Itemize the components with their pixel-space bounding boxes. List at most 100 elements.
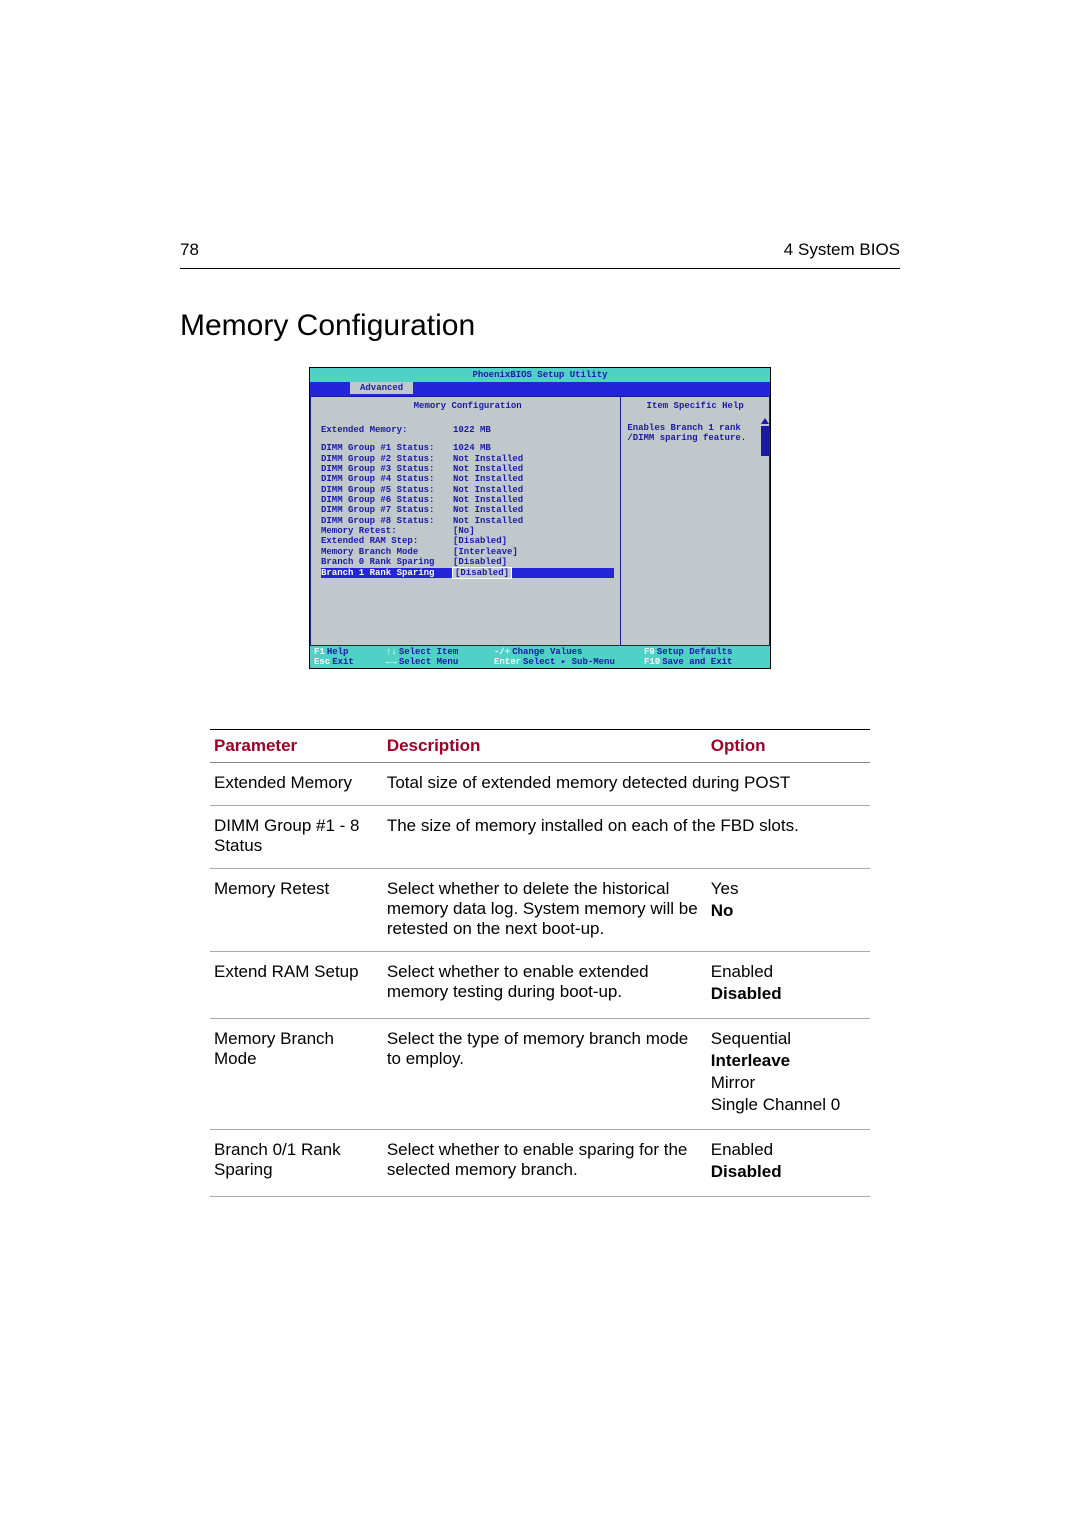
option-value: Disabled — [711, 984, 866, 1004]
bios-row-key: DIMM Group #5 Status: — [321, 485, 453, 495]
bios-footer-key: F1 — [314, 647, 325, 657]
bios-row-key: Memory Branch Mode — [321, 547, 453, 557]
cell-parameter: Branch 0/1 Rank Sparing — [210, 1130, 383, 1197]
bios-help-title: Item Specific Help — [625, 401, 765, 411]
option-value: Enabled — [711, 1140, 866, 1160]
bios-footer-label: Setup Defaults — [657, 647, 733, 657]
table-row: Branch 0/1 Rank SparingSelect whether to… — [210, 1130, 870, 1197]
bios-row[interactable]: DIMM Group #6 Status:Not Installed — [321, 495, 614, 505]
bios-row[interactable]: DIMM Group #1 Status:1024 MB — [321, 443, 614, 453]
cell-parameter: Extended Memory — [210, 763, 383, 806]
option-value: Enabled — [711, 962, 866, 982]
bios-footer: F1Help↑↓Select Item-/+Change ValuesF9Set… — [310, 646, 770, 669]
bios-footer-label: Select Item — [399, 647, 458, 657]
page-number: 78 — [180, 240, 199, 260]
bios-row-value: Not Installed — [453, 485, 523, 495]
bios-row-key: Branch 0 Rank Sparing — [321, 557, 453, 567]
bios-footer-label: Select ▸ Sub-Menu — [523, 657, 615, 667]
bios-row-value: [Interleave] — [453, 547, 518, 557]
th-option: Option — [707, 730, 870, 763]
bios-footer-label: Change Values — [512, 647, 582, 657]
bios-footer-key: -/+ — [494, 647, 510, 657]
bios-row-value: [Disabled] — [453, 536, 507, 546]
bios-row-value: Not Installed — [453, 516, 523, 526]
bios-footer-label: Help — [327, 647, 349, 657]
scroll-bar — [761, 426, 769, 456]
cell-description: Select whether to enable sparing for the… — [383, 1130, 707, 1197]
bios-row-key: DIMM Group #6 Status: — [321, 495, 453, 505]
bios-left-title: Memory Configuration — [321, 401, 614, 411]
cell-parameter: Extend RAM Setup — [210, 952, 383, 1019]
bios-row-key: DIMM Group #4 Status: — [321, 474, 453, 484]
bios-row-value: Not Installed — [453, 495, 523, 505]
option-value: No — [711, 901, 866, 921]
bios-row[interactable]: DIMM Group #4 Status:Not Installed — [321, 474, 614, 484]
option-value: Sequential — [711, 1029, 866, 1049]
bios-footer-row: EscExit ←→Select Menu EnterSelect ▸ Sub-Me… — [314, 657, 766, 667]
bios-row-key: DIMM Group #1 Status: — [321, 443, 453, 453]
cell-parameter: Memory Branch Mode — [210, 1019, 383, 1130]
bios-row[interactable]: Extended Memory:1022 MB — [321, 425, 614, 435]
bios-row-key: DIMM Group #8 Status: — [321, 516, 453, 526]
bios-row-key: DIMM Group #3 Status: — [321, 464, 453, 474]
bios-footer-key: F10 — [644, 657, 660, 667]
bios-footer-label: Select Menu — [399, 657, 458, 667]
bios-row[interactable]: DIMM Group #7 Status:Not Installed — [321, 505, 614, 515]
bios-row[interactable]: DIMM Group #8 Status:Not Installed — [321, 516, 614, 526]
bios-help-text: Enables Branch 1 rank /DIMM sparing feat… — [625, 423, 765, 444]
bios-footer-label: Save and Exit — [662, 657, 732, 667]
bios-row-value: 1022 MB — [453, 425, 491, 435]
table-row: DIMM Group #1 - 8 StatusThe size of memo… — [210, 806, 870, 869]
option-value: Interleave — [711, 1051, 866, 1071]
bios-row[interactable]: DIMM Group #2 Status:Not Installed — [321, 454, 614, 464]
section-title: Memory Configuration — [180, 309, 900, 343]
cell-option: SequentialInterleaveMirrorSingle Channel… — [707, 1019, 870, 1130]
option-value: Mirror — [711, 1073, 866, 1093]
bios-row-value: Disabled] — [453, 568, 511, 578]
bios-row[interactable]: Branch 1 Rank SparingDisabled] — [321, 568, 614, 578]
bios-footer-key: Esc — [314, 657, 330, 667]
page-header: 78 4 System BIOS — [180, 240, 900, 269]
bios-row-value: Not Installed — [453, 505, 523, 515]
cell-option: YesNo — [707, 869, 870, 952]
bios-screenshot: PhoenixBIOS Setup Utility Advanced Memor… — [309, 367, 771, 669]
bios-row-value: [Disabled] — [453, 557, 507, 567]
cell-option: EnabledDisabled — [707, 1130, 870, 1197]
bios-utility-title: PhoenixBIOS Setup Utility — [310, 368, 770, 382]
cell-description: The size of memory installed on each of … — [383, 806, 870, 869]
bios-row-key: DIMM Group #2 Status: — [321, 454, 453, 464]
cell-option: EnabledDisabled — [707, 952, 870, 1019]
bios-footer-label: Exit — [332, 657, 354, 667]
cell-description: Select whether to delete the historical … — [383, 869, 707, 952]
bios-row-value: Not Installed — [453, 454, 523, 464]
cell-description: Select the type of memory branch mode to… — [383, 1019, 707, 1130]
bios-row[interactable]: Memory Branch Mode[Interleave] — [321, 547, 614, 557]
bios-row-key: Extended Memory: — [321, 425, 453, 435]
bios-row[interactable]: Branch 0 Rank Sparing[Disabled] — [321, 557, 614, 567]
table-row: Memory Branch ModeSelect the type of mem… — [210, 1019, 870, 1130]
bios-row-key: Branch 1 Rank Sparing — [321, 568, 453, 578]
bios-row[interactable]: Memory Retest:[No] — [321, 526, 614, 536]
table-row: Extended MemoryTotal size of extended me… — [210, 763, 870, 806]
table-row: Extend RAM SetupSelect whether to enable… — [210, 952, 870, 1019]
bios-tab-advanced[interactable]: Advanced — [350, 382, 413, 394]
bios-footer-key: ←→ — [386, 657, 397, 667]
bios-row-key: DIMM Group #7 Status: — [321, 505, 453, 515]
option-value: Disabled — [711, 1162, 866, 1182]
bios-row-value: Not Installed — [453, 464, 523, 474]
bios-row-key: Extended RAM Step: — [321, 536, 453, 546]
bios-footer-row: F1Help↑↓Select Item-/+Change ValuesF9Set… — [314, 647, 766, 657]
bios-footer-key: Enter — [494, 657, 521, 667]
cell-parameter: DIMM Group #1 - 8 Status — [210, 806, 383, 869]
bios-row[interactable]: Extended RAM Step:[Disabled] — [321, 536, 614, 546]
cell-description: Select whether to enable extended memory… — [383, 952, 707, 1019]
th-description: Description — [383, 730, 707, 763]
bios-row[interactable]: DIMM Group #3 Status:Not Installed — [321, 464, 614, 474]
bios-body: Memory Configuration Extended Memory:102… — [310, 396, 770, 646]
option-value: Yes — [711, 879, 866, 899]
bios-tab-row: Advanced — [310, 382, 770, 395]
bios-row-value: 1024 MB — [453, 443, 491, 453]
cell-parameter: Memory Retest — [210, 869, 383, 952]
bios-row[interactable]: DIMM Group #5 Status:Not Installed — [321, 485, 614, 495]
bios-footer-key: F9 — [644, 647, 655, 657]
